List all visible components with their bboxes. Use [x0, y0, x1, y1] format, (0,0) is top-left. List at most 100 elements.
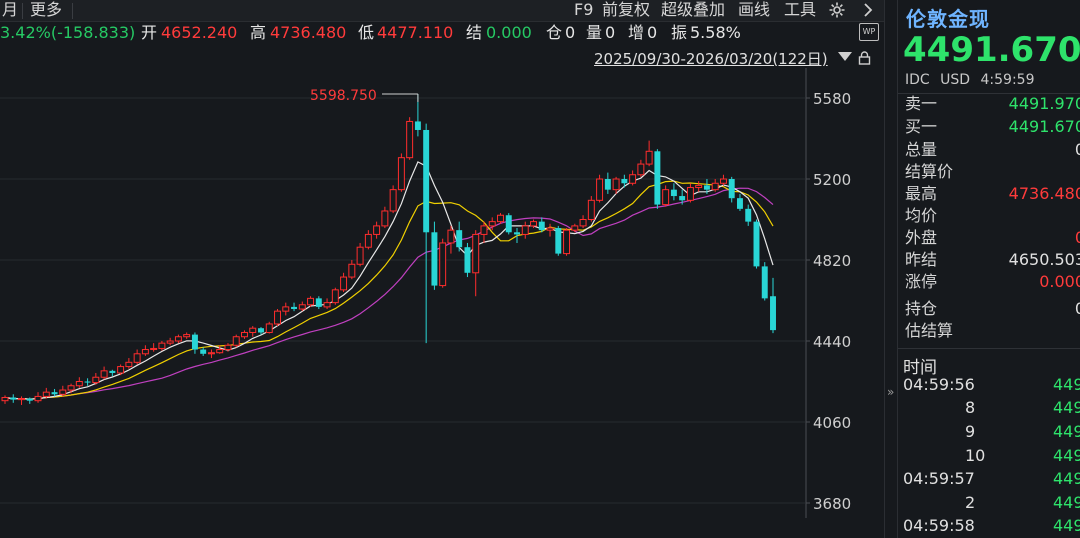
f9-button[interactable]: F9 — [574, 0, 594, 19]
candle-body — [431, 232, 438, 286]
date-range-selector[interactable]: 2025/09/30-2026/03/20(122日) — [594, 50, 828, 68]
candle-body — [538, 221, 545, 231]
quote-row-label: 卖一 — [905, 94, 938, 113]
candle-body — [364, 233, 372, 248]
settings-gear-icon[interactable] — [828, 1, 846, 23]
quote-row-value: 0.000 — [1039, 272, 1080, 291]
candle-body — [258, 328, 264, 333]
candle-body — [711, 182, 719, 191]
position-label: 仓 — [546, 23, 563, 42]
quote-row-value: 0 — [1074, 228, 1080, 247]
candle-body — [158, 342, 166, 349]
candle-body — [373, 225, 381, 235]
candle-body — [42, 391, 50, 397]
exchange-code: IDC — [905, 72, 930, 88]
candle-body — [719, 178, 727, 184]
settle-value: 0.000 — [486, 23, 532, 42]
candle-body — [612, 178, 620, 191]
amplitude-label: 振 — [671, 23, 688, 42]
high-value: 4736.480 — [270, 23, 347, 42]
y-tick-label: 4440 — [813, 333, 851, 351]
quote-row-label: 均价 — [905, 206, 938, 225]
candle-body — [1, 396, 9, 402]
volume-label: 量 — [586, 23, 603, 42]
candle-body — [67, 385, 75, 391]
chevron-right-icon[interactable] — [862, 1, 874, 23]
wp-badge-icon[interactable]: WP — [859, 23, 879, 41]
tick-price: 449 — [1053, 446, 1080, 465]
quote-row-value: 4736.480 — [1008, 184, 1080, 203]
candle-body — [323, 302, 331, 308]
candle-body — [629, 174, 637, 184]
ticks-header: 时间 — [903, 358, 937, 378]
lock-icon[interactable] — [858, 50, 871, 65]
toolbar-divider — [22, 3, 23, 19]
candle-body — [150, 347, 158, 351]
candle-body — [125, 361, 133, 368]
quote-bar: 3.42%(-158.833) 开 4652.240 高 4736.480 低 … — [0, 22, 884, 44]
tick-price: 449 — [1053, 422, 1080, 441]
toolbar-divider — [72, 3, 73, 19]
candle-body — [447, 229, 455, 244]
kline-chart[interactable]: 5580 5200 4820 4440 4060 3680 5598.750 — [0, 68, 884, 538]
position-value: 0 — [565, 23, 576, 42]
candle-body — [604, 179, 611, 190]
quote-row: 涨停 0.000 — [905, 271, 1080, 293]
candle-body — [298, 304, 306, 310]
quote-row-label: 估结算 — [905, 321, 954, 340]
overlay-button[interactable]: 超级叠加 — [661, 0, 726, 19]
candle-body — [307, 297, 315, 306]
low-value: 4477.110 — [377, 23, 454, 42]
candle-body — [133, 353, 141, 363]
quote-row: 最高 4736.480 — [905, 183, 1080, 205]
candle-body — [92, 376, 100, 384]
high-label: 高 — [250, 23, 267, 42]
candle-body — [10, 397, 17, 400]
tick-price: 449 — [1053, 375, 1080, 394]
more-button[interactable]: 更多 — [30, 0, 63, 19]
max-price-annotation: 5598.750 — [310, 88, 419, 104]
tick-row: 2 449 — [903, 491, 1080, 514]
candle-body — [109, 370, 116, 373]
candle-body — [84, 381, 91, 383]
candle-body — [654, 151, 661, 205]
candle-body — [472, 233, 480, 274]
max-price-label: 5598.750 — [310, 88, 377, 104]
candle-body — [621, 179, 628, 184]
candle-body — [51, 392, 58, 395]
quote-row-value: 0 — [1074, 299, 1080, 318]
volume-value: 0 — [605, 23, 616, 42]
draw-line-button[interactable]: 画线 — [738, 0, 771, 19]
tick-row: 9 449 — [903, 420, 1080, 443]
tick-price: 449 — [1053, 398, 1080, 417]
tick-time: 04:59:58 — [903, 516, 975, 535]
open-value: 4652.240 — [161, 23, 238, 42]
quote-row-value: 4650.503 — [1008, 250, 1080, 269]
panel-divider — [898, 348, 1080, 349]
currency-code: USD — [940, 72, 971, 88]
candle-body — [265, 323, 273, 333]
panel-splitter[interactable]: » — [884, 0, 898, 538]
candle-body — [555, 228, 562, 254]
period-month-tab[interactable]: 月 — [2, 0, 19, 19]
candle-body — [26, 398, 33, 401]
fuquan-button[interactable]: 前复权 — [602, 0, 651, 19]
amplitude-value: 5.58% — [690, 23, 741, 42]
expand-arrow-icon[interactable]: » — [887, 385, 895, 399]
dropdown-triangle-icon[interactable] — [838, 52, 852, 61]
instrument-name[interactable]: 伦敦金现 — [906, 7, 990, 31]
quote-row-label: 结算价 — [905, 162, 954, 181]
y-tick-label: 5580 — [813, 90, 851, 108]
candle-body — [662, 189, 670, 206]
candle-body — [571, 225, 579, 231]
candle-body — [770, 296, 776, 331]
candle-body — [439, 242, 447, 287]
candle-body — [521, 225, 529, 235]
quote-row-label: 总量 — [905, 140, 938, 159]
candle-body — [282, 306, 290, 312]
candle-body — [75, 381, 83, 387]
tools-button[interactable]: 工具 — [784, 0, 817, 19]
tick-time: 04:59:57 — [903, 469, 975, 488]
candle-body — [291, 306, 298, 310]
